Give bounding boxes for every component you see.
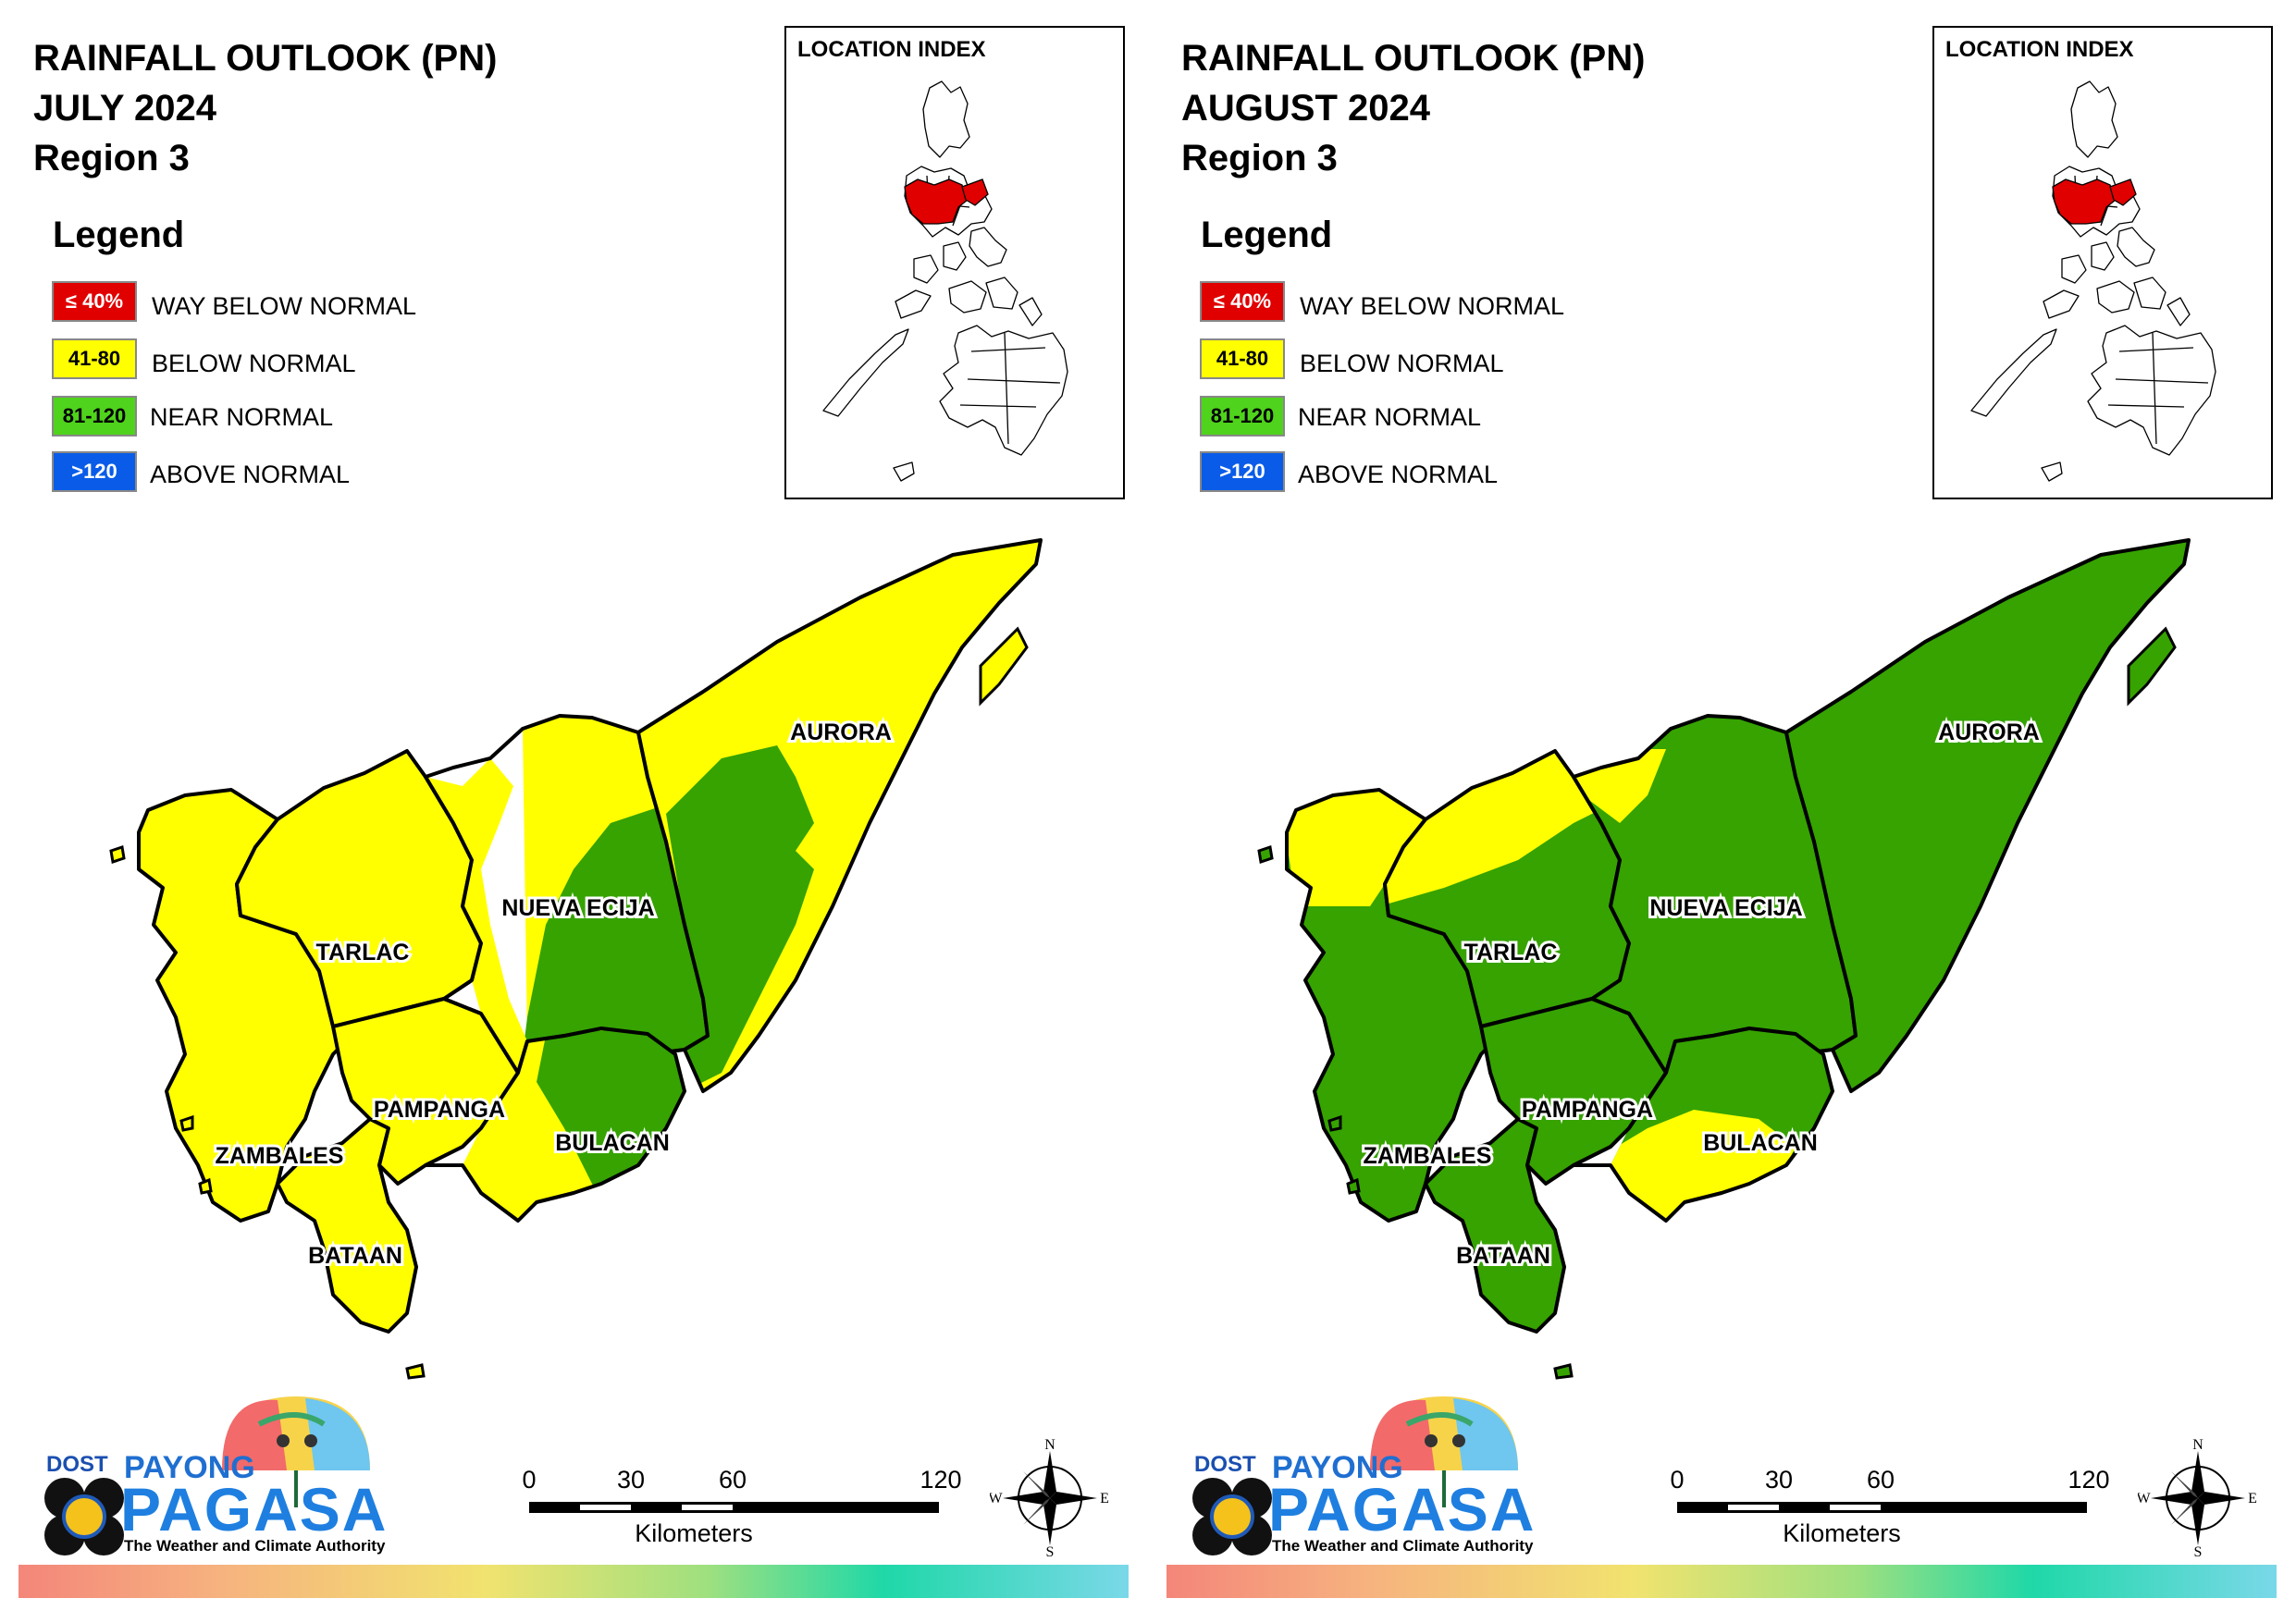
compass-n: N xyxy=(2192,1438,2203,1453)
label-bulacan: BULACAN xyxy=(1703,1130,1818,1156)
logo-payong-text: PAYONG xyxy=(1272,1450,1403,1485)
color-gradient-bar xyxy=(1167,1565,2277,1598)
compass-e: E xyxy=(1100,1491,1109,1506)
north-arrow-compass: N S E W xyxy=(2136,1437,2258,1560)
logo-pagasa-text: PAGASA xyxy=(1268,1475,1537,1543)
scale-tick-60: 60 xyxy=(718,1466,747,1494)
location-index-inset: LOCATION INDEX xyxy=(1932,26,2273,499)
legend-title: Legend xyxy=(53,215,185,255)
scale-tick-0: 0 xyxy=(522,1466,537,1494)
province-aurora xyxy=(636,538,1043,1093)
logo-graphic xyxy=(1192,1396,1518,1555)
province-bulacan xyxy=(1572,1027,1834,1223)
legend-title: Legend xyxy=(1201,215,1333,255)
scale-tick-30: 30 xyxy=(616,1466,646,1494)
scale-tick-120: 120 xyxy=(920,1466,962,1494)
logo-dost-text: DOST xyxy=(1194,1452,1256,1477)
region-3-rainfall-map: AURORA NUEVA ECIJA TARLAC PAMPANGA BULAC… xyxy=(109,538,1043,1380)
scale-bar: 0 30 60 120 Kilometers xyxy=(1648,1457,2129,1558)
location-index-title: LOCATION INDEX xyxy=(797,37,986,62)
label-zambales: ZAMBALES xyxy=(1364,1143,1492,1169)
logo-tagline: The Weather and Climate Authority xyxy=(1272,1537,1534,1555)
logo-pagasa-text: PAGASA xyxy=(120,1475,389,1543)
label-tarlac: TARLAC xyxy=(1464,940,1558,965)
compass-n: N xyxy=(1044,1438,1055,1453)
legend-label: WAY BELOW NORMAL xyxy=(1300,292,1565,320)
legend-swatch: 41-80 xyxy=(1200,338,1285,379)
legend-label: BELOW NORMAL xyxy=(1300,350,1504,377)
logo-tagline: The Weather and Climate Authority xyxy=(124,1537,386,1555)
legend-swatch: 81-120 xyxy=(52,396,137,436)
label-bataan: BATAAN xyxy=(1456,1243,1550,1269)
legend-label: NEAR NORMAL xyxy=(150,403,334,431)
province-zambales xyxy=(1285,788,1501,1223)
title-line-1: RAINFALL OUTLOOK (PN) xyxy=(1181,38,1646,79)
compass-e: E xyxy=(2248,1491,2257,1506)
compass-w: W xyxy=(990,1491,1003,1506)
label-tarlac: TARLAC xyxy=(316,940,410,965)
province-aurora xyxy=(1784,538,2191,1093)
legend-swatch: >120 xyxy=(1200,451,1285,492)
location-index-title: LOCATION INDEX xyxy=(1945,37,2134,62)
region-3-rainfall-map: AURORA NUEVA ECIJA TARLAC PAMPANGA BULAC… xyxy=(1257,538,2191,1380)
scale-tick-120: 120 xyxy=(2068,1466,2110,1494)
legend-swatch: 81-120 xyxy=(1200,396,1285,436)
logo-graphic xyxy=(44,1396,370,1555)
outlook-panel-august: RAINFALL OUTLOOK (PN) AUGUST 2024 Region… xyxy=(1148,0,2296,1623)
philippines-index-map xyxy=(1970,80,2216,482)
logo-dost-text: DOST xyxy=(46,1452,108,1477)
islands xyxy=(109,845,426,1380)
title-line-3: Region 3 xyxy=(33,138,190,178)
payong-pagasa-logo: DOST PAYONG PAGASA The Weather and Clima… xyxy=(28,1387,398,1572)
legend-swatch: 41-80 xyxy=(52,338,137,379)
map-title: RAINFALL OUTLOOK (PN) JULY 2024 Region 3 xyxy=(33,33,497,183)
title-line-2: JULY 2024 xyxy=(33,88,216,129)
legend-swatch: >120 xyxy=(52,451,137,492)
label-bataan: BATAAN xyxy=(308,1243,402,1269)
province-bataan xyxy=(276,1117,418,1334)
compass-rose-icon: N S E W xyxy=(2136,1437,2257,1560)
title-line-3: Region 3 xyxy=(1181,138,1338,178)
province-bulacan xyxy=(424,1027,686,1223)
scale-tick-60: 60 xyxy=(1866,1466,1895,1494)
color-gradient-bar xyxy=(19,1565,1129,1598)
label-pampanga: PAMPANGA xyxy=(1522,1097,1653,1123)
legend-label: BELOW NORMAL xyxy=(152,350,356,377)
scale-bar-graphic xyxy=(1677,1502,2087,1513)
legend-label: NEAR NORMAL xyxy=(1298,403,1482,431)
scale-unit: Kilometers xyxy=(1783,1519,1901,1547)
title-line-1: RAINFALL OUTLOOK (PN) xyxy=(33,38,498,79)
title-line-2: AUGUST 2024 xyxy=(1181,88,1430,129)
scale-bar: 0 30 60 120 Kilometers xyxy=(500,1457,981,1558)
label-aurora: AURORA xyxy=(790,719,892,745)
legend-label: WAY BELOW NORMAL xyxy=(152,292,417,320)
label-aurora: AURORA xyxy=(1938,719,2040,745)
payong-pagasa-logo: DOST PAYONG PAGASA The Weather and Clima… xyxy=(1176,1387,1546,1572)
philippines-index-map xyxy=(822,80,1068,482)
islands xyxy=(1257,845,1574,1380)
legend-label: ABOVE NORMAL xyxy=(1298,461,1499,488)
scale-tick-30: 30 xyxy=(1764,1466,1794,1494)
compass-w: W xyxy=(2138,1491,2151,1506)
legend-label: ABOVE NORMAL xyxy=(150,461,351,488)
logo-payong-text: PAYONG xyxy=(124,1450,255,1485)
label-bulacan: BULACAN xyxy=(555,1130,670,1156)
label-zambales: ZAMBALES xyxy=(216,1143,344,1169)
province-bataan xyxy=(1424,1117,1566,1334)
map-title: RAINFALL OUTLOOK (PN) AUGUST 2024 Region… xyxy=(1181,33,1645,183)
label-nueva-ecija: NUEVA ECIJA xyxy=(501,895,654,921)
north-arrow-compass: N S E W xyxy=(988,1437,1110,1560)
scale-bar-graphic xyxy=(529,1502,939,1513)
outlook-panel-july: RAINFALL OUTLOOK (PN) JULY 2024 Region 3… xyxy=(19,26,1129,1598)
compass-rose-icon: N S E W xyxy=(988,1437,1109,1560)
scale-unit: Kilometers xyxy=(635,1519,753,1547)
legend-swatch: ≤ 40% xyxy=(1200,281,1285,322)
label-pampanga: PAMPANGA xyxy=(374,1097,505,1123)
location-index-inset: LOCATION INDEX xyxy=(784,26,1125,499)
scale-tick-0: 0 xyxy=(1670,1466,1685,1494)
compass-s: S xyxy=(2194,1544,2203,1558)
compass-s: S xyxy=(1046,1544,1055,1558)
label-nueva-ecija: NUEVA ECIJA xyxy=(1649,895,1802,921)
legend-swatch: ≤ 40% xyxy=(52,281,137,322)
